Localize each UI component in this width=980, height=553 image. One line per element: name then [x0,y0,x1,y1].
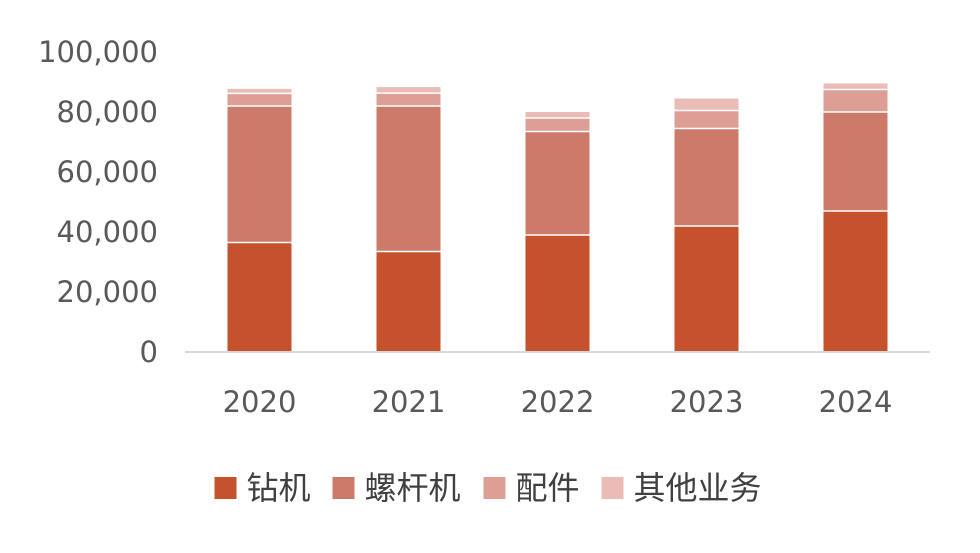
legend-label: 钻机 [247,469,311,507]
x-tick-label: 2021 [372,385,446,419]
legend-label: 螺杆机 [365,469,461,507]
legend: 钻机 螺杆机 配件 其他业务 [214,469,762,507]
bar-segment [525,112,590,118]
y-tick-label: 60,000 [57,155,158,189]
bar-segment [227,242,292,352]
bar-segment [823,211,888,352]
y-axis-ticks: 0 20,000 40,000 60,000 80,000 100,000 [38,35,158,369]
bar-segment [674,98,739,111]
legend-swatch [601,477,624,499]
bar-segment [376,87,441,94]
bar-segment [674,110,739,129]
y-tick-label: 0 [140,335,158,369]
bar-segment [525,118,590,132]
legend-label: 配件 [516,469,580,507]
bar-segment [525,131,590,235]
x-tick-label: 2022 [521,385,595,419]
bar-segment [674,226,739,352]
y-tick-label: 40,000 [57,215,158,249]
bar-segment [674,128,739,226]
bar-segment [823,89,888,112]
bar-segment [823,83,888,90]
x-tick-label: 2020 [223,385,297,419]
bar-segment [227,93,292,106]
y-tick-label: 20,000 [57,275,158,309]
bar-segment [525,235,590,352]
legend-swatch [332,477,355,499]
bar-segment [823,112,888,211]
y-tick-label: 80,000 [57,95,158,129]
legend-item: 螺杆机 [332,469,461,507]
y-tick-label: 100,000 [38,35,158,69]
bars [227,83,888,352]
legend-swatch [214,477,237,499]
bar-segment [227,88,292,94]
x-axis-ticks: 2020 2021 2022 2023 2024 [223,385,893,419]
legend-swatch [483,477,506,499]
bar-segment [376,93,441,106]
bar-segment [376,251,441,352]
bar-segment [376,106,441,252]
legend-item: 配件 [483,469,580,507]
x-tick-label: 2023 [670,385,744,419]
legend-item: 其他业务 [601,469,762,507]
x-tick-label: 2024 [819,385,893,419]
bar-segment [227,106,292,243]
legend-item: 钻机 [214,469,311,507]
legend-label: 其他业务 [634,469,762,507]
